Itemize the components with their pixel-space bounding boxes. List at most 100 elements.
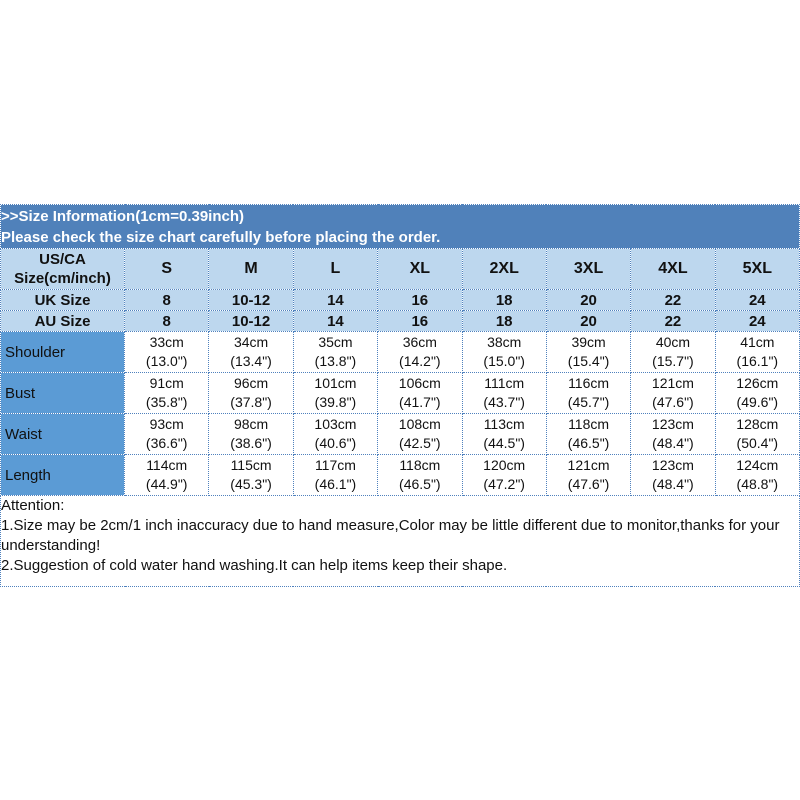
value-cm: 111cm bbox=[484, 375, 525, 391]
row-label-uk-size: UK Size bbox=[0, 289, 125, 311]
value-inch: (39.8") bbox=[314, 394, 357, 410]
size-value-cell: 14 bbox=[292, 289, 379, 311]
value-inch: (37.8") bbox=[230, 394, 272, 410]
measurement-value-cell: 33cm (13.0") bbox=[123, 331, 210, 373]
size-value-cell: 10-12 bbox=[208, 289, 294, 311]
value-cm: 121cm bbox=[567, 457, 610, 473]
value-inch: (44.9") bbox=[145, 476, 188, 492]
corner-header-line1: US/CA bbox=[39, 251, 86, 268]
size-column-header-2xl: 2XL bbox=[461, 248, 547, 290]
value-inch: (47.6") bbox=[652, 394, 694, 410]
banner-title: >>Size Information(1cm=0.39inch) bbox=[1, 207, 245, 225]
measurement-value-cell: 121cm (47.6") bbox=[630, 372, 716, 414]
value-cm: 106cm bbox=[398, 375, 441, 391]
value-inch: (49.6") bbox=[736, 394, 779, 410]
size-column-header-5xl: 5XL bbox=[714, 248, 800, 290]
attention-row: Attention: 1.Size may be 2cm/1 inch inac… bbox=[0, 495, 800, 587]
size-header-row: US/CA Size(cm/inch) S M L XL 2XL 3XL 4XL 5XL bbox=[0, 248, 800, 290]
value-inch: (46.5") bbox=[567, 435, 610, 451]
value-cm: 126cm bbox=[736, 375, 779, 391]
size-value-cell: 14 bbox=[292, 310, 379, 332]
measurement-value-cell: 113cm (44.5") bbox=[461, 413, 547, 455]
size-info-banner: >>Size Information(1cm=0.39inch) Please … bbox=[0, 204, 800, 249]
measurement-value-cell: 111cm (43.7") bbox=[461, 372, 547, 414]
size-value-cell: 22 bbox=[630, 289, 716, 311]
value-cm: 117cm bbox=[314, 457, 356, 473]
measurement-value-cell: 114cm (44.9") bbox=[123, 454, 210, 496]
value-inch: (45.3") bbox=[230, 476, 272, 492]
value-inch: (35.8") bbox=[145, 394, 188, 410]
value-cm: 41cm bbox=[740, 334, 775, 350]
value-cm: 118cm bbox=[399, 457, 441, 473]
value-inch: (50.4") bbox=[736, 435, 779, 451]
attention-note-2: 2.Suggestion of cold water hand washing.… bbox=[1, 557, 508, 574]
measurement-value-cell: 128cm (50.4") bbox=[714, 413, 800, 455]
attention-section: Attention: 1.Size may be 2cm/1 inch inac… bbox=[0, 495, 800, 587]
value-inch: (13.4") bbox=[230, 353, 272, 369]
value-cm: 98cm bbox=[233, 416, 269, 432]
size-value-cell: 18 bbox=[461, 310, 547, 332]
value-inch: (16.1") bbox=[736, 353, 779, 369]
measurement-value-cell: 121cm (47.6") bbox=[545, 454, 632, 496]
row-label-shoulder: Shoulder bbox=[0, 331, 125, 373]
value-cm: 39cm bbox=[571, 334, 606, 350]
measurement-value-cell: 118cm (46.5") bbox=[545, 413, 632, 455]
size-column-header-3xl: 3XL bbox=[545, 248, 632, 290]
value-cm: 128cm bbox=[736, 416, 779, 432]
measurement-value-cell: 108cm (42.5") bbox=[377, 413, 463, 455]
value-cm: 103cm bbox=[314, 416, 357, 432]
value-inch: (41.7") bbox=[399, 394, 441, 410]
value-cm: 35cm bbox=[318, 334, 353, 350]
row-label-bust: Bust bbox=[0, 372, 125, 414]
value-inch: (44.5") bbox=[483, 435, 525, 451]
value-cm: 118cm bbox=[568, 416, 610, 432]
size-column-header-s: S bbox=[123, 248, 210, 290]
attention-note-1: 1.Size may be 2cm/1 inch inaccuracy due … bbox=[1, 517, 780, 554]
size-value-cell: 20 bbox=[545, 289, 632, 311]
value-cm: 124cm bbox=[736, 457, 779, 473]
size-value-cell: 8 bbox=[123, 310, 210, 332]
measurement-value-cell: 118cm (46.5") bbox=[377, 454, 463, 496]
value-inch: (42.5") bbox=[399, 435, 441, 451]
measurement-value-cell: 91cm (35.8") bbox=[123, 372, 210, 414]
value-cm: 91cm bbox=[149, 375, 184, 391]
size-value-cell: 10-12 bbox=[208, 310, 294, 332]
measurement-value-cell: 115cm (45.3") bbox=[208, 454, 294, 496]
value-inch: (43.7") bbox=[483, 394, 525, 410]
value-cm: 34cm bbox=[233, 334, 269, 350]
measurement-value-cell: 38cm (15.0") bbox=[461, 331, 547, 373]
value-cm: 115cm bbox=[230, 457, 272, 473]
size-value-cell: 16 bbox=[377, 289, 463, 311]
size-value-cell: 16 bbox=[377, 310, 463, 332]
measurement-value-cell: 126cm (49.6") bbox=[714, 372, 800, 414]
size-row-au-size: AU Size 8 10-12 14 16 18 20 22 24 bbox=[0, 310, 800, 332]
size-column-header-l: L bbox=[292, 248, 379, 290]
measurement-value-cell: 96cm (37.8") bbox=[208, 372, 294, 414]
measurement-value-cell: 106cm (41.7") bbox=[377, 372, 463, 414]
value-cm: 96cm bbox=[233, 375, 269, 391]
value-cm: 93cm bbox=[149, 416, 184, 432]
size-chart-section: >>Size Information(1cm=0.39inch) Please … bbox=[0, 204, 800, 587]
size-column-header-m: M bbox=[208, 248, 294, 290]
value-cm: 120cm bbox=[483, 457, 526, 473]
value-inch: (13.0") bbox=[145, 353, 188, 369]
banner-row: >>Size Information(1cm=0.39inch) Please … bbox=[0, 204, 800, 249]
measurement-value-cell: 103cm (40.6") bbox=[292, 413, 379, 455]
value-cm: 121cm bbox=[651, 375, 694, 391]
size-value-cell: 18 bbox=[461, 289, 547, 311]
measurement-value-cell: 117cm (46.1") bbox=[292, 454, 379, 496]
row-label-au-size: AU Size bbox=[0, 310, 125, 332]
measurement-value-cell: 35cm (13.8") bbox=[292, 331, 379, 373]
value-cm: 33cm bbox=[149, 334, 184, 350]
measurement-value-cell: 34cm (13.4") bbox=[208, 331, 294, 373]
size-value-cell: 24 bbox=[714, 289, 800, 311]
measurement-value-cell: 39cm (15.4") bbox=[545, 331, 632, 373]
value-inch: (46.5") bbox=[399, 476, 441, 492]
value-cm: 40cm bbox=[655, 334, 691, 350]
value-inch: (48.8") bbox=[736, 476, 779, 492]
value-cm: 108cm bbox=[398, 416, 441, 432]
value-cm: 101cm bbox=[314, 375, 357, 391]
row-label-waist: Waist bbox=[0, 413, 125, 455]
size-value-cell: 20 bbox=[545, 310, 632, 332]
value-cm: 113cm bbox=[483, 416, 525, 432]
